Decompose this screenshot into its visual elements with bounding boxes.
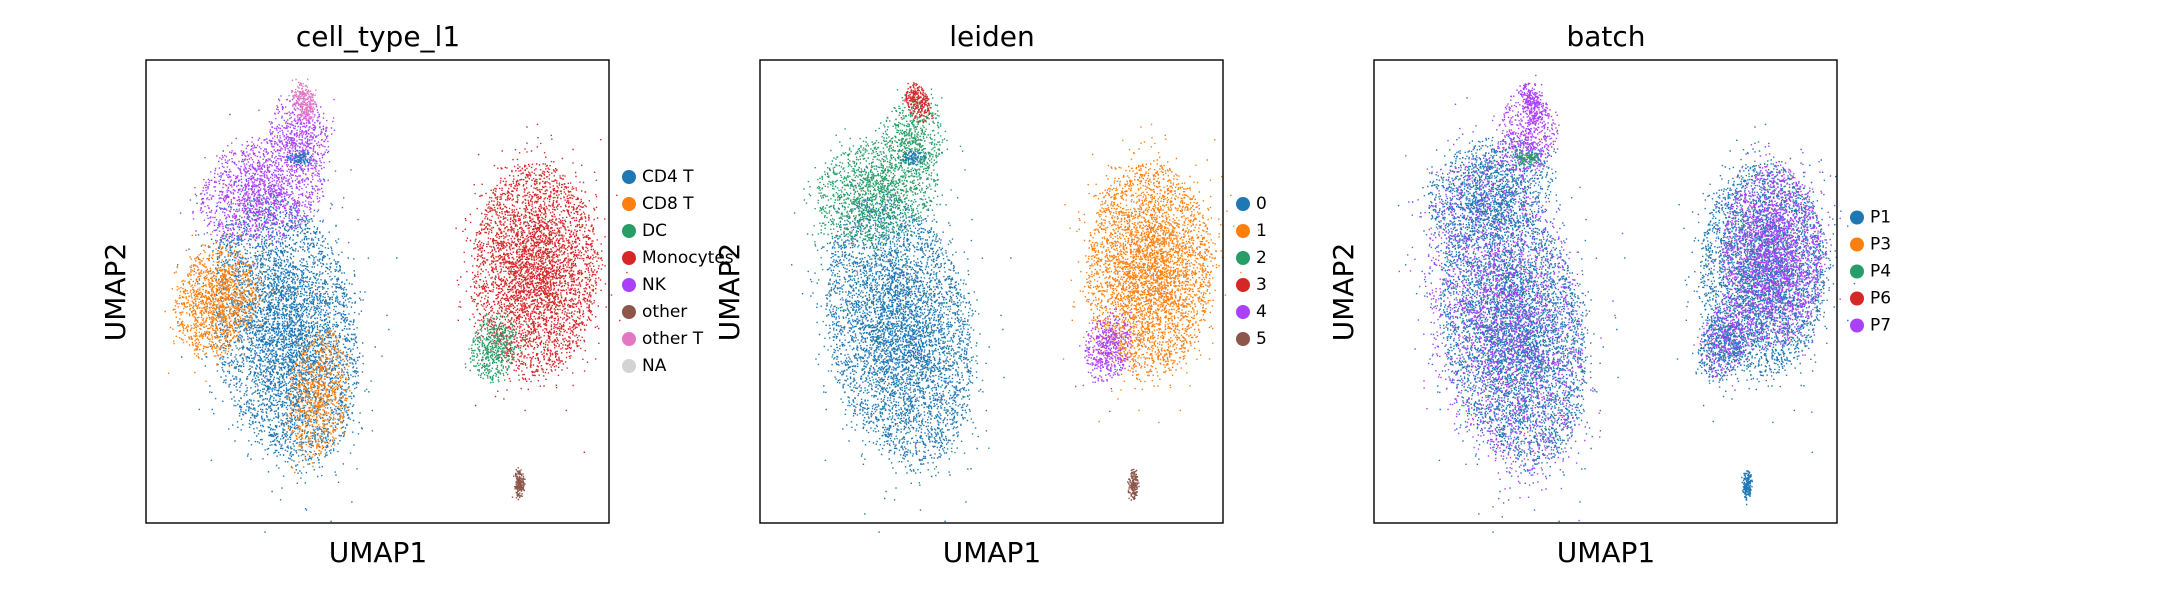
scatter-point-group [288,78,319,134]
legend-marker [1850,264,1864,279]
scatter-point-group [1692,304,1750,388]
legend-label: other T [642,329,704,349]
scatter-point-group [1397,115,1560,280]
legend: P1 P3 P4 P6 P7 [1850,208,1891,336]
legend-marker [1850,291,1864,306]
legend-marker [1850,210,1864,225]
scatter-point-group [1741,470,1753,506]
scatter-point-group [286,316,351,474]
scatter-point-group [897,150,927,166]
legend-label: P1 [1870,208,1891,228]
scatter-point-group [464,312,528,384]
scatter-point-group [179,119,352,278]
legend-label: CD8 T [642,194,694,214]
panel-title: leiden [949,20,1035,53]
legend-marker [622,332,636,346]
scatter-points [1397,74,1856,552]
legend-label: P6 [1870,289,1891,309]
y-axis-label: UMAP2 [1327,243,1360,342]
legend-label: P7 [1870,316,1891,336]
scatter-point-group [1398,97,1624,522]
y-axis-label: UMAP2 [99,243,132,342]
legend-label: 2 [1256,248,1267,268]
legend-marker [1236,224,1250,238]
scatter-point-group [1516,74,1548,124]
scatter-point-group [1062,123,1260,424]
legend-marker [622,197,636,211]
legend-marker [1236,278,1250,292]
scatter-point-group [791,145,1012,552]
scatter-point-group [257,90,336,176]
panel-batch: batch UMAP1 UMAP2 P1 P3 P4 P6 P7 [1327,20,1891,569]
scatter-point-group [1703,144,1841,413]
scatter-points [791,82,1260,552]
scatter-point-group [1693,289,1757,378]
panel-title: batch [1566,20,1645,53]
legend-marker [622,251,636,265]
scatter-point-group [1490,83,1560,190]
scatter-point-group [1405,145,1626,552]
legend-label: CD4 T [642,167,694,187]
x-axis-label: UMAP1 [1557,536,1656,569]
plot-frame [145,59,610,524]
legend-marker [1236,332,1250,346]
x-axis-label: UMAP1 [329,536,428,569]
legend-label: NK [642,275,667,295]
scatter-point-group [455,123,646,453]
legend-marker [1236,305,1250,319]
scatter-point-group [164,231,290,382]
panel-leiden: leiden UMAP1 UMAP2 0 1 2 3 4 5 [713,20,1267,569]
x-axis-label: UMAP1 [943,536,1042,569]
legend: 0 1 2 3 4 5 [1236,194,1267,349]
panel-title: cell_type_l1 [296,20,460,53]
scatter-point-group [875,88,949,206]
legend-label: 1 [1256,221,1267,241]
legend-label: Monocytes [642,248,734,268]
legend-marker [1236,197,1250,211]
legend-label: DC [642,221,667,241]
legend-marker [1850,318,1864,333]
y-axis-label: UMAP2 [713,243,746,342]
panel-cell-type: cell_type_l1 UMAP1 UMAP2 CD4 T CD8 T DC Mon… [99,20,734,569]
scatter-point-group [177,113,398,533]
legend-label: 4 [1256,302,1267,322]
scatter-point-group [1512,149,1550,166]
legend-marker [622,170,636,184]
scatter-point-group [1075,306,1138,412]
scatter-point-group [793,122,966,265]
plot-frame [759,59,1224,524]
legend: CD4 T CD8 T DC Monocytes NK other other T NA [622,167,734,376]
legend-label: other [642,302,687,322]
scatter-point-group [511,467,526,501]
legend-marker [1850,237,1864,252]
legend-marker [1236,251,1250,265]
legend-marker [622,305,636,319]
legend-marker [622,278,636,292]
scatter-point-group [904,82,933,124]
plot-frame [1373,59,1838,524]
legend-marker [622,359,636,373]
legend-label: 5 [1256,329,1267,349]
legend-label: NA [642,356,667,376]
legend-label: 0 [1256,194,1267,214]
legend-label: P3 [1870,235,1891,255]
scatter-point-group [1127,468,1140,501]
legend-marker [622,224,636,238]
legend-label: 3 [1256,275,1267,295]
scatter-points [164,78,646,533]
scatter-point-group [287,150,313,170]
legend-label: P4 [1870,262,1891,282]
